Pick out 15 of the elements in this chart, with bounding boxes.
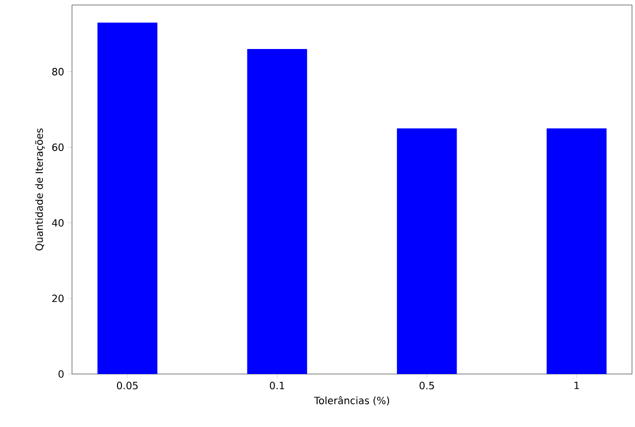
bar bbox=[396, 128, 457, 374]
x-tick-label: 0.1 bbox=[270, 382, 284, 390]
y-tick-label: 60 bbox=[52, 143, 64, 152]
x-tick-label: 1 bbox=[574, 382, 579, 390]
y-tick-label: 20 bbox=[52, 294, 64, 302]
x-axis-title: Tolerâncias (%) bbox=[314, 396, 390, 406]
bar bbox=[546, 128, 607, 374]
x-tick-label: 0.5 bbox=[420, 382, 434, 390]
y-axis-title: Quantidade de Iterações bbox=[35, 128, 45, 250]
y-tick-label: 0 bbox=[58, 370, 64, 378]
bar bbox=[247, 49, 308, 374]
bar bbox=[97, 22, 158, 374]
y-tick-label: 40 bbox=[52, 219, 64, 227]
y-tick-label: 80 bbox=[52, 68, 64, 76]
x-tick-label: 0.05 bbox=[116, 382, 138, 390]
